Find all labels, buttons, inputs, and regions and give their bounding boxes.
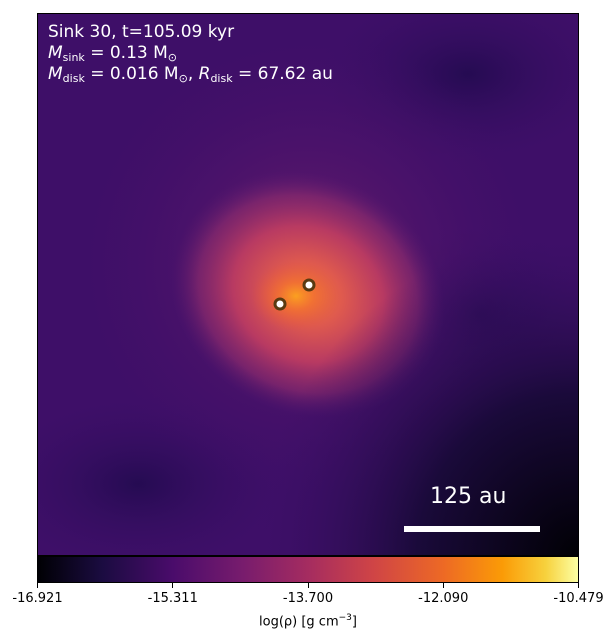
colorbar-tick-label: -16.921: [12, 591, 63, 606]
r-disk-value: = 67.62 au: [232, 64, 333, 84]
disk-line: Mdisk = 0.016 M⊙, Rdisk = 67.62 au: [48, 64, 333, 89]
m-sink-symbol: M: [48, 43, 63, 63]
comma: ,: [187, 64, 199, 84]
m-sink-sun: ⊙: [167, 51, 178, 64]
scale-bar-label: 125 au: [430, 484, 507, 509]
sink-title-text: Sink 30, t=105.09 kyr: [48, 22, 235, 42]
m-sink-value: = 0.13 M: [84, 43, 168, 63]
sink-marker-sink-a: [273, 297, 287, 311]
colorbar-tick-label: -10.479: [553, 591, 604, 606]
colorbar-tick-label: -15.311: [147, 591, 198, 606]
colorbar-tick-mark: [307, 583, 309, 588]
colorbar-tick-mark: [172, 583, 174, 588]
colorbar-tick-mark: [37, 583, 38, 588]
sink-mass-line: Msink = 0.13 M⊙: [48, 43, 177, 68]
colorbar-tick-label: -13.700: [282, 591, 334, 606]
r-disk-sub: disk: [210, 72, 233, 85]
m-sink-sub: sink: [62, 51, 85, 64]
colorbar-label-main: log(ρ) [g cm: [259, 614, 339, 630]
m-disk-sub: disk: [62, 72, 85, 85]
density-map-image: [38, 14, 578, 555]
colorbar-tick-mark: [442, 583, 444, 588]
colorbar-tick-mark: [578, 583, 579, 588]
colorbar: [37, 556, 579, 583]
r-disk-symbol: R: [198, 64, 211, 84]
colorbar-tick-label: -12.090: [418, 591, 469, 606]
colorbar-label-exp: −3: [338, 613, 352, 623]
colorbar-label-close: ]: [351, 614, 357, 630]
scale-bar: [404, 526, 540, 532]
colorbar-label: log(ρ) [g cm−3]: [259, 613, 357, 629]
sink-title: Sink 30, t=105.09 kyr: [48, 22, 234, 43]
m-disk-value: = 0.016 M: [84, 64, 179, 84]
density-map-panel: Sink 30, t=105.09 kyr Msink = 0.13 M⊙ Md…: [37, 13, 579, 556]
m-disk-sun: ⊙: [178, 72, 188, 85]
sink-marker-sink-b: [302, 278, 316, 292]
m-disk-symbol: M: [48, 64, 63, 84]
